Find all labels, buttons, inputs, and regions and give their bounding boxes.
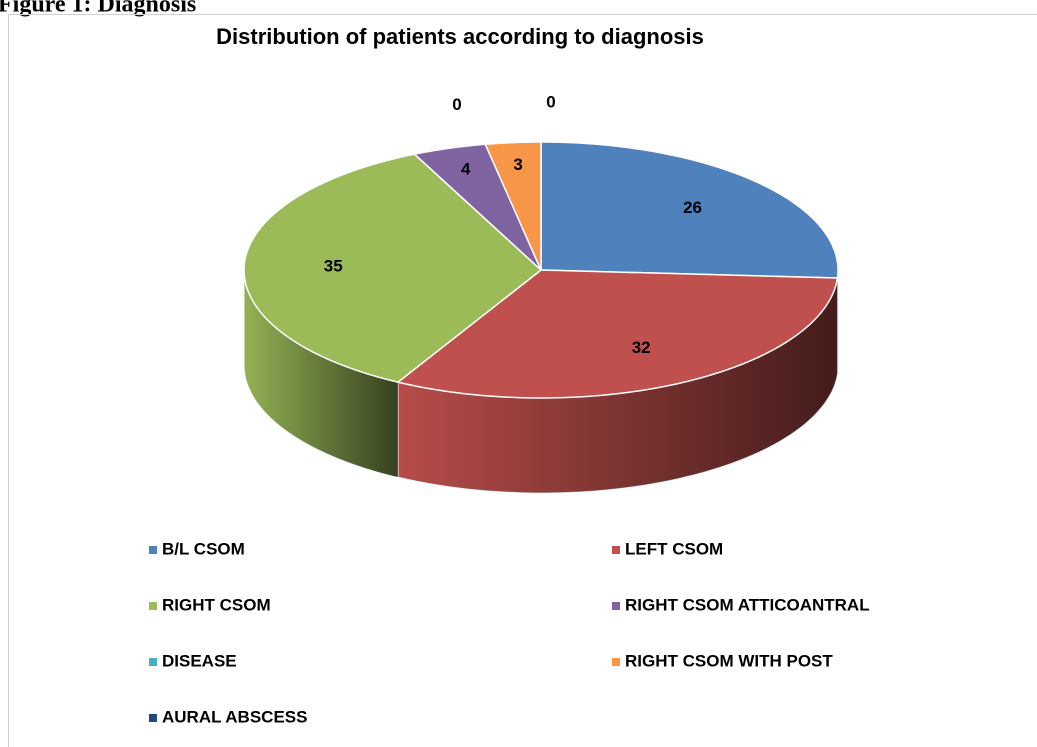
chart-frame	[8, 14, 1037, 747]
legend-label: AURAL ABSCESS	[162, 707, 307, 726]
data-label: 0	[452, 95, 461, 114]
legend-swatch	[149, 714, 157, 722]
pie-slice	[396, 269, 839, 399]
legend-swatch	[149, 546, 157, 554]
pie-slice	[484, 141, 542, 271]
figure-label: Figure 1: Diagnosis	[0, 0, 196, 18]
legend-swatch	[612, 546, 620, 554]
legend-label: RIGHT CSOM	[162, 595, 271, 614]
data-label: 35	[324, 257, 343, 276]
data-label: 4	[461, 160, 471, 179]
pie-slice	[243, 153, 543, 383]
legend-label: DISEASE	[162, 651, 237, 670]
legend-label: LEFT CSOM	[625, 539, 723, 558]
legend-swatch	[149, 602, 157, 610]
pie-slice	[540, 141, 839, 279]
legend-swatch	[612, 602, 620, 610]
data-label: 3	[513, 155, 522, 174]
legend-label: RIGHT CSOM WITH POST	[625, 651, 833, 670]
chart-title: Distribution of patients according to di…	[216, 24, 704, 49]
legend-label: B/L CSOM	[162, 539, 245, 558]
pie-side-shade	[397, 278, 838, 493]
legend-swatch	[149, 658, 157, 666]
legend-swatch	[612, 658, 620, 666]
legend-label: RIGHT CSOM ATTICOANTRAL	[625, 595, 870, 614]
pie-side-shade	[244, 270, 398, 478]
data-label: 0	[546, 92, 555, 111]
data-label: 32	[632, 338, 651, 357]
data-label: 26	[683, 198, 702, 217]
pie-slice	[412, 143, 542, 271]
